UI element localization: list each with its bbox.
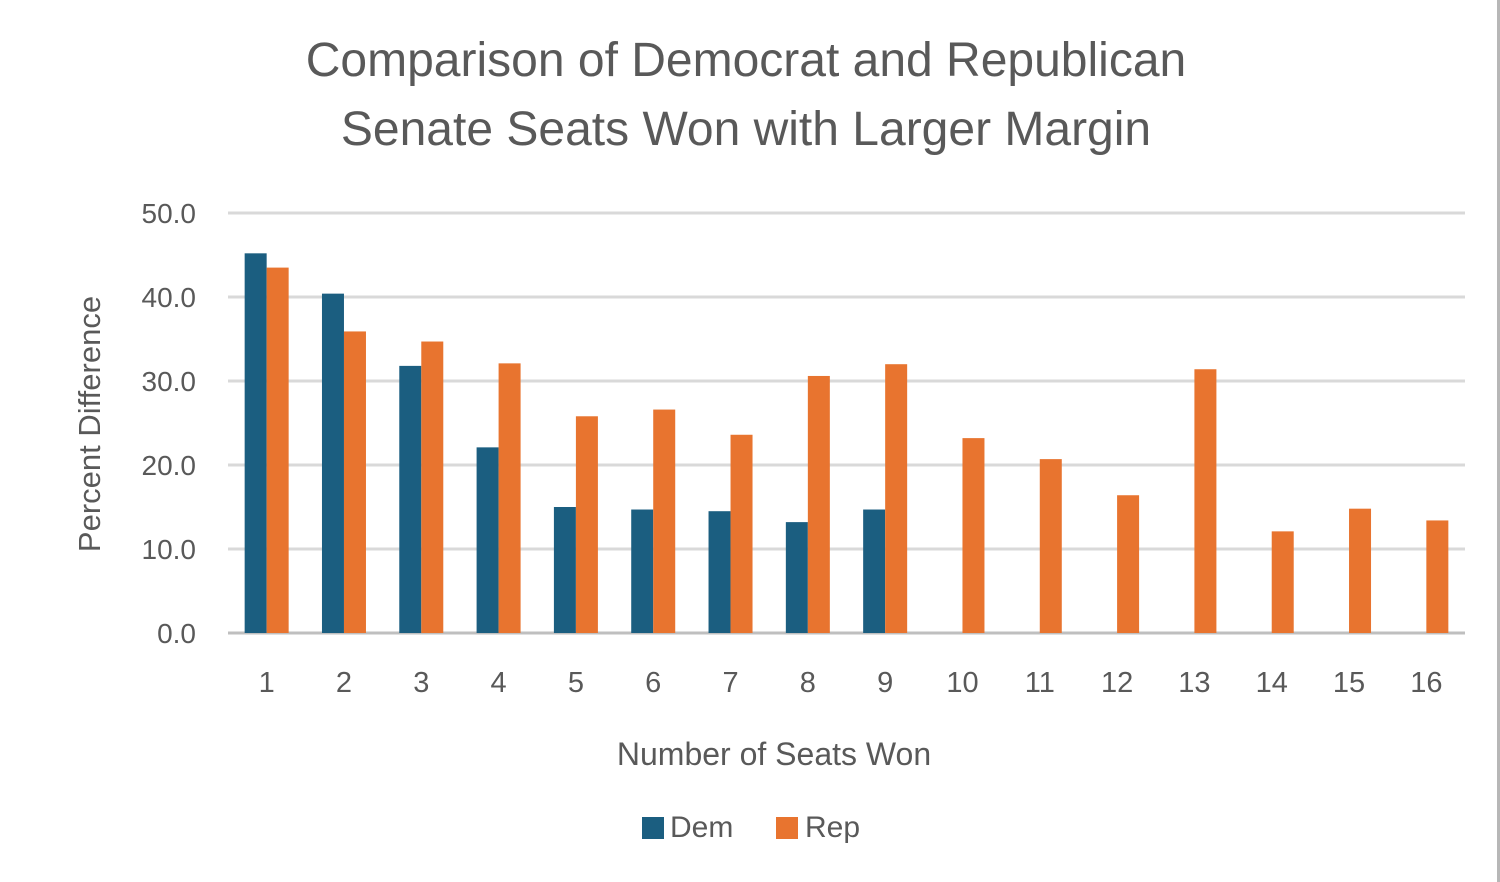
- x-tick-label: 6: [645, 667, 661, 699]
- y-tick-label: 10.0: [142, 534, 197, 565]
- bar-rep-3: [421, 341, 444, 633]
- bar-dem-3: [399, 365, 422, 633]
- bar-rep-13: [1194, 369, 1217, 633]
- x-tick-label: 7: [722, 667, 738, 699]
- bar-dem-4: [476, 447, 499, 633]
- bar-rep-14: [1271, 531, 1294, 633]
- bars: [244, 253, 1449, 633]
- bar-rep-5: [575, 416, 598, 633]
- x-tick-label: 15: [1333, 667, 1365, 699]
- bar-rep-6: [653, 409, 676, 633]
- x-tick-label: 10: [946, 667, 978, 699]
- y-tick-label: 0.0: [157, 618, 196, 649]
- bar-rep-4: [498, 363, 521, 633]
- bar-dem-9: [863, 509, 886, 633]
- legend-label-dem: Dem: [670, 811, 733, 844]
- x-tick-label: 13: [1178, 667, 1210, 699]
- x-tick-label: 5: [568, 667, 584, 699]
- bar-dem-7: [708, 511, 731, 633]
- bar-rep-8: [807, 375, 830, 633]
- legend-swatch-dem: [642, 817, 664, 839]
- chart-frame-border: [1497, 0, 1500, 882]
- y-tick-label: 50.0: [142, 198, 197, 229]
- x-tick-label: 3: [413, 667, 429, 699]
- bar-dem-6: [631, 509, 654, 633]
- bar-dem-2: [321, 293, 344, 633]
- chart-title-line-1: Comparison of Democrat and Republican: [306, 34, 1186, 87]
- chart-title-line-2: Senate Seats Won with Larger Margin: [341, 103, 1151, 156]
- x-tick-label: 2: [336, 667, 352, 699]
- bar-rep-9: [885, 364, 908, 633]
- bar-rep-2: [343, 331, 366, 633]
- y-axis-label: Percent Difference: [72, 296, 107, 552]
- y-tick-label: 20.0: [142, 450, 197, 481]
- bar-rep-12: [1117, 495, 1140, 633]
- legend: Dem Rep: [642, 811, 860, 844]
- bar-rep-16: [1426, 520, 1449, 633]
- bar-dem-8: [785, 522, 808, 633]
- x-tick-label: 12: [1101, 667, 1133, 699]
- legend-label-rep: Rep: [805, 811, 860, 844]
- bar-rep-7: [730, 434, 753, 633]
- x-tick-label: 1: [259, 667, 275, 699]
- x-tick-label: 11: [1025, 667, 1055, 699]
- y-axis-tick-labels: 0.0 10.0 20.0 30.0 40.0 50.0: [142, 198, 197, 649]
- x-axis-tick-labels: 1 2 3 4 5 6 7 8 9 10 11 12 13 14 15 16: [259, 667, 1443, 699]
- bar-rep-15: [1349, 508, 1372, 633]
- x-tick-label: 16: [1410, 667, 1442, 699]
- x-axis-label: Number of Seats Won: [617, 736, 931, 772]
- y-tick-label: 30.0: [142, 366, 197, 397]
- x-tick-label: 8: [800, 667, 816, 699]
- bar-dem-5: [553, 507, 576, 633]
- bar-rep-11: [1039, 459, 1062, 633]
- x-tick-label: 4: [491, 667, 507, 699]
- bar-rep-10: [962, 438, 985, 633]
- y-tick-label: 40.0: [142, 282, 197, 313]
- legend-swatch-rep: [776, 817, 798, 839]
- x-tick-label: 9: [877, 667, 893, 699]
- bar-dem-1: [244, 253, 267, 633]
- bar-rep-1: [266, 267, 289, 633]
- x-tick-label: 14: [1256, 667, 1288, 699]
